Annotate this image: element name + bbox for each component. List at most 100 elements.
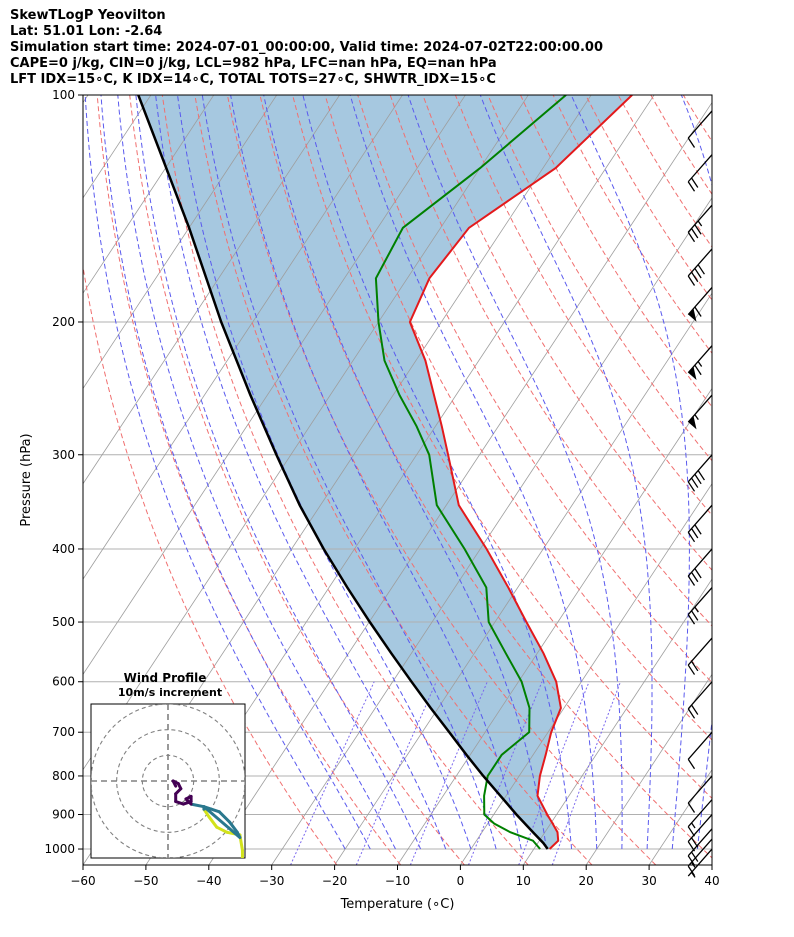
wind-barb <box>687 154 713 192</box>
hodograph-subtitle: 10m/s increment <box>118 686 222 699</box>
wind-barb-staff <box>687 248 713 277</box>
dry-adiabat <box>422 95 712 571</box>
wind-barb-full <box>687 802 696 813</box>
mixing-ratio-line <box>468 681 543 865</box>
hodograph-segment <box>202 805 242 839</box>
y-tick-label: 700 <box>52 725 75 739</box>
mixing-ratio-line <box>551 681 621 865</box>
wind-barb-flag <box>688 366 697 380</box>
hodograph-segment <box>228 820 239 834</box>
dry-adiabat <box>161 95 529 865</box>
isotherm-line <box>83 95 340 485</box>
wind-barb <box>687 345 713 380</box>
parcel-line <box>137 95 549 850</box>
wind-barb-full <box>687 481 696 492</box>
dry-adiabat <box>781 95 794 865</box>
mixing-ratio-line <box>290 681 375 865</box>
wind-barb-full <box>687 841 696 852</box>
wind-barb <box>687 110 713 148</box>
x-axis-label: Temperature (∘C) <box>340 897 455 912</box>
wind-barb-full <box>694 473 702 485</box>
wind-barb-half <box>691 822 696 829</box>
x-tick-label: −50 <box>133 874 158 888</box>
hodograph-segment <box>215 825 229 834</box>
wind-barb <box>687 731 713 770</box>
y-tick-label: 300 <box>52 448 75 462</box>
wind-barb-full <box>687 758 696 770</box>
dry-adiabat <box>194 95 593 865</box>
moist-adiabat <box>570 95 690 850</box>
wind-barb-full <box>687 531 696 543</box>
dry-adiabat <box>716 95 794 865</box>
indices-line: LFT IDX=15∘C, K IDX=14∘C, TOTAL TOTS=27∘… <box>10 72 496 87</box>
x-tick-label: −10 <box>385 874 410 888</box>
wind-barb-full <box>687 855 696 866</box>
wind-barb-staff <box>687 637 713 666</box>
y-tick-label: 1000 <box>44 842 75 856</box>
dry-adiabat <box>749 95 794 865</box>
chart-title-block: SkewTLogP Yeovilton Lat: 51.01 Lon: -2.6… <box>10 8 603 88</box>
x-tick-label: −60 <box>70 874 95 888</box>
wind-barb-full <box>690 571 699 583</box>
mixing-ratio-line <box>518 681 590 865</box>
moist-adiabat <box>479 95 653 850</box>
isotherm-line <box>83 95 466 676</box>
isotherm-line <box>334 292 712 865</box>
moist-adiabat <box>201 95 497 850</box>
isotherm-line <box>397 387 712 865</box>
wind-barb-half <box>694 606 699 613</box>
wind-barb-staff <box>687 454 713 483</box>
wind-barb <box>687 838 713 876</box>
time-line: Simulation start time: 2024-07-01_00:00:… <box>10 40 603 55</box>
wind-barb <box>687 394 713 430</box>
dewpoint-line <box>374 95 567 850</box>
hodograph-segment <box>171 779 178 788</box>
wind-barb-full <box>687 137 696 148</box>
wind-barb-full <box>690 660 699 672</box>
dry-adiabat <box>650 95 712 196</box>
y-tick-label: 400 <box>52 542 75 556</box>
wind-barb <box>687 637 713 675</box>
location-line: Lat: 51.01 Lon: -2.64 <box>10 24 163 39</box>
mixing-ratio-line <box>409 681 488 865</box>
wind-barb-staff <box>687 587 713 616</box>
wind-barb-staff <box>687 775 713 804</box>
wind-barb-full <box>687 708 696 719</box>
dry-adiabat <box>520 95 712 408</box>
y-tick-label: 100 <box>52 88 75 102</box>
moist-adiabat <box>230 95 522 850</box>
y-tick-label: 200 <box>52 315 75 329</box>
wind-barb-full <box>687 826 696 837</box>
moist-adiabat <box>302 95 573 850</box>
wind-barb-full <box>687 181 696 192</box>
chart-title: SkewTLogP Yeovilton <box>10 8 166 23</box>
mixing-ratio-line <box>355 681 437 865</box>
hodograph-segment <box>217 810 232 824</box>
isotherm-line <box>585 673 712 865</box>
hodograph-segment <box>207 815 219 829</box>
wind-barb-staff <box>687 828 713 857</box>
x-tick-label: 40 <box>704 874 719 888</box>
wind-barb-staff <box>687 814 713 842</box>
dry-adiabat <box>96 95 402 865</box>
wind-barb <box>687 799 713 837</box>
wind-barb-full <box>690 610 699 621</box>
dry-adiabat <box>682 95 712 143</box>
isotherm-line <box>83 95 403 580</box>
wind-barb <box>687 814 713 852</box>
wind-barb-full <box>694 268 702 279</box>
wind-barb <box>687 681 713 719</box>
isotherm-line <box>83 95 278 390</box>
hodograph-segment <box>189 802 206 809</box>
wind-barb <box>687 548 713 586</box>
wind-barb <box>687 248 713 286</box>
dry-adiabat <box>324 95 712 741</box>
wind-barb-staff <box>687 681 713 710</box>
moist-adiabat <box>117 95 396 850</box>
wind-barb <box>687 504 713 543</box>
x-tick-label: 10 <box>516 874 531 888</box>
y-axis-label: Pressure (hPa) <box>19 433 34 526</box>
x-tick-label: 0 <box>457 874 465 888</box>
x-tick-label: 20 <box>579 874 594 888</box>
